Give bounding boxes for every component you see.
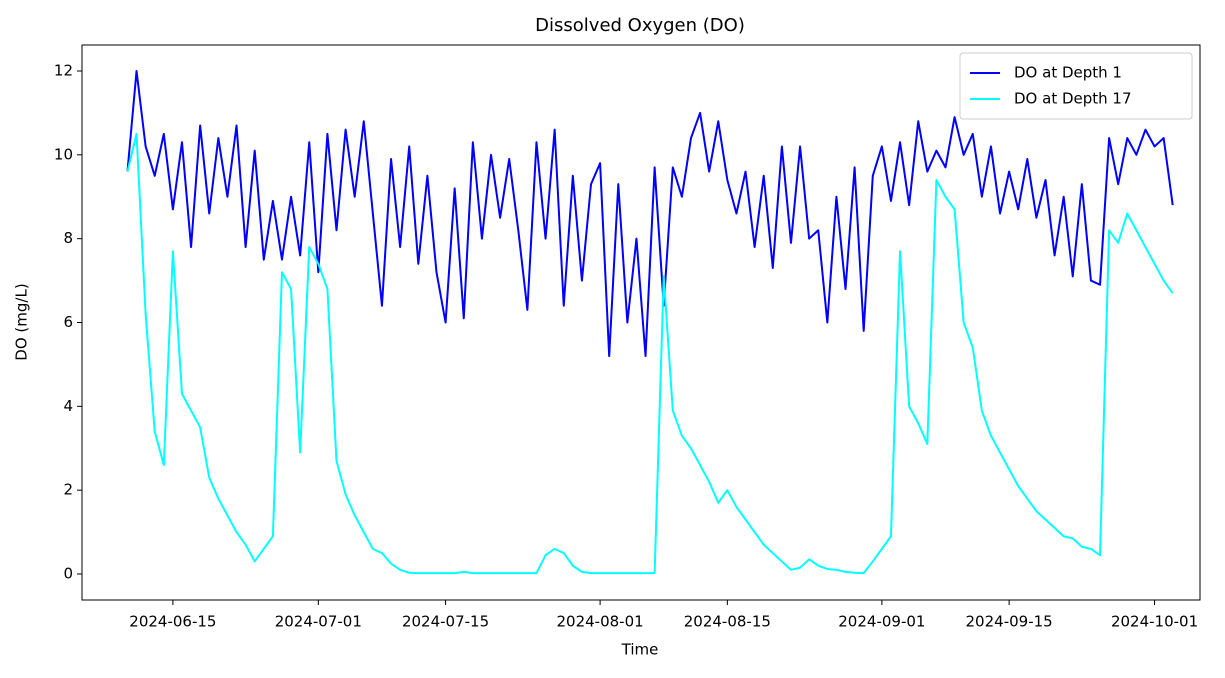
x-tick-label: 2024-07-15 [402, 613, 489, 631]
x-tick-label: 2024-09-15 [966, 613, 1053, 631]
plot-frame [81, 44, 1201, 601]
x-tick-label: 2024-10-01 [1111, 613, 1198, 631]
y-tick-label: 8 [63, 229, 73, 247]
x-axis-label: Time [621, 641, 659, 659]
x-tick-label: 2024-06-15 [129, 613, 216, 631]
y-tick-label: 4 [63, 397, 73, 415]
data-line [126, 132, 1174, 575]
legend-label: DO at Depth 17 [1014, 90, 1132, 108]
data-line [126, 69, 1174, 358]
y-tick-label: 10 [54, 145, 73, 163]
y-tick-label: 2 [63, 481, 73, 499]
y-tick-label: 0 [63, 565, 73, 583]
y-axis-label: DO (mg/L) [13, 283, 31, 360]
legend-label: DO at Depth 1 [1014, 64, 1122, 82]
y-tick-label: 6 [63, 313, 73, 331]
x-tick-label: 2024-07-01 [275, 613, 362, 631]
legend-box [959, 52, 1193, 120]
chart-title: Dissolved Oxygen (DO) [535, 15, 745, 36]
x-tick-label: 2024-08-01 [557, 613, 644, 631]
x-tick-label: 2024-08-15 [684, 613, 771, 631]
x-tick-label: 2024-09-01 [838, 613, 925, 631]
y-tick-label: 12 [54, 61, 73, 79]
legend: DO at Depth 1 DO at Depth 17 [959, 52, 1193, 120]
